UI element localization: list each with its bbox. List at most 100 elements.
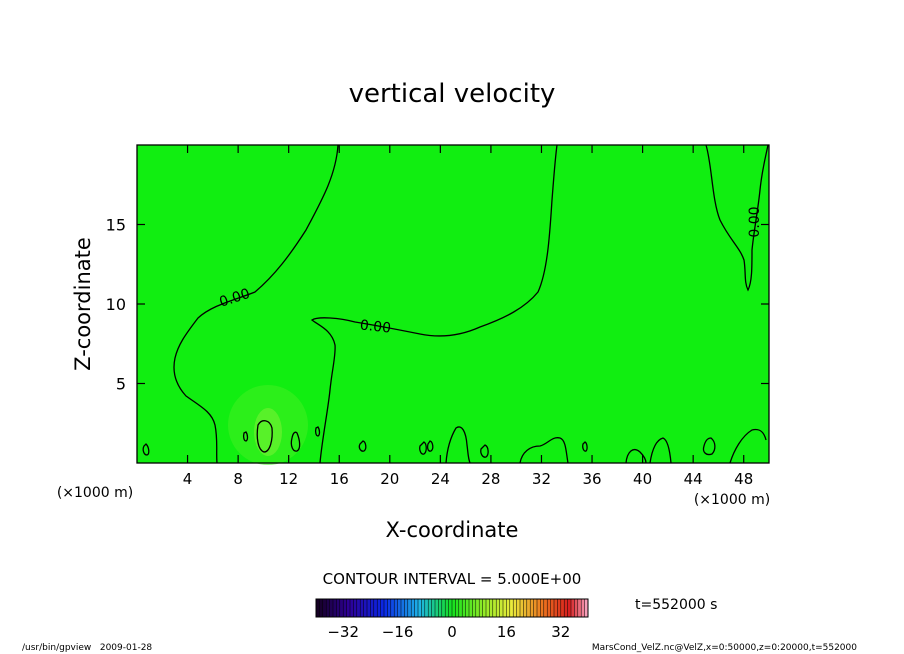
colorbar-cell xyxy=(554,599,558,617)
contour-line xyxy=(173,144,339,464)
contour-line xyxy=(426,440,434,452)
colorbar-cell xyxy=(516,599,521,617)
contour-line xyxy=(480,444,489,458)
colorbar-cell xyxy=(581,599,585,617)
colorbar-cell xyxy=(404,599,409,617)
colorbar-cell xyxy=(523,599,528,617)
y-tick-label: 10 xyxy=(106,295,126,314)
x-tick-label: 24 xyxy=(431,470,450,488)
colorbar-cell xyxy=(411,599,415,617)
colorbar-cell xyxy=(390,599,395,617)
x-tick-label: 48 xyxy=(734,470,753,488)
contour-line xyxy=(314,426,321,437)
colorbar-cell xyxy=(574,599,579,617)
colorbar-cell xyxy=(322,599,327,617)
contour-line xyxy=(256,420,273,453)
colorbar-cell xyxy=(438,599,443,617)
colorbar-cell xyxy=(571,599,575,617)
colorbar-cell xyxy=(387,599,392,617)
colorbar-tick-label: 32 xyxy=(551,623,570,641)
colorbar-cell xyxy=(472,599,477,617)
contour-line xyxy=(419,441,427,455)
contour-line xyxy=(649,437,672,464)
colorbar-cell xyxy=(394,599,398,617)
contour-line xyxy=(705,144,769,292)
colorbar-cell xyxy=(435,599,439,617)
colorbar-cell xyxy=(316,599,320,617)
colorbar-cell xyxy=(557,599,562,617)
colorbar-cell xyxy=(414,599,419,617)
colorbar-cell xyxy=(401,599,405,617)
colorbar-cell xyxy=(356,599,361,617)
colorbar-cell xyxy=(479,599,483,617)
x-unit-left: (×1000 m) xyxy=(57,485,133,501)
colorbar-cell xyxy=(540,599,545,617)
colorbar-tick-label: 16 xyxy=(497,623,516,641)
colorbar-cell xyxy=(360,599,364,617)
colorbar-cell xyxy=(550,599,555,617)
colorbar-cell xyxy=(353,599,358,617)
colorbar-cell xyxy=(346,599,351,617)
colorbar-cell xyxy=(458,599,463,617)
contour-label: 0.00 xyxy=(359,317,392,336)
colorbar-cell xyxy=(455,599,460,617)
colorbar-tick-label: −16 xyxy=(382,623,414,641)
colorbar-cell xyxy=(465,599,470,617)
contour-line xyxy=(242,431,249,442)
contour-line xyxy=(582,441,588,452)
colorbar-cell xyxy=(499,599,504,617)
colorbar-cell xyxy=(482,599,487,617)
colorbar-cell xyxy=(350,599,354,617)
colorbar-cell xyxy=(530,599,534,617)
colorbar-cell xyxy=(421,599,426,617)
colorbar-cell xyxy=(343,599,347,617)
colorbar-cell xyxy=(503,599,507,617)
colorbar-cell xyxy=(520,599,524,617)
colorbar-cell xyxy=(560,599,565,617)
colorbar-cell xyxy=(489,599,494,617)
colorbar-cell xyxy=(452,599,456,617)
colorbar-cell xyxy=(329,599,334,617)
colorbar-frame xyxy=(315,598,589,618)
colorbar-cell xyxy=(537,599,541,617)
contour-line xyxy=(702,437,716,456)
colorbar-cell xyxy=(363,599,368,617)
footer-left: /usr/bin/gpview 2009-01-28 xyxy=(22,643,152,653)
contour-line xyxy=(445,426,471,464)
colorbar-tick-label: 0 xyxy=(447,623,457,641)
colorbar-cell xyxy=(506,599,511,617)
colorbar-cell xyxy=(319,599,324,617)
contour-line xyxy=(142,443,150,456)
colorbar-cell xyxy=(526,599,531,617)
colorbar-cell xyxy=(448,599,453,617)
colorbar-cell xyxy=(428,599,432,617)
x-tick-label: 8 xyxy=(233,470,243,488)
colorbar-cell xyxy=(564,599,568,617)
colorbar-cell xyxy=(418,599,422,617)
contour-line xyxy=(358,440,367,452)
colorbar-cell xyxy=(336,599,341,617)
footer-right: MarsCond_VelZ.nc@VelZ,x=0:50000,z=0:2000… xyxy=(592,643,857,653)
colorbar-cell xyxy=(424,599,429,617)
x-tick-label: 40 xyxy=(633,470,652,488)
colorbar-cell xyxy=(577,599,582,617)
colorbar-cell xyxy=(513,599,517,617)
x-tick-label: 12 xyxy=(279,470,298,488)
colorbar-cell xyxy=(486,599,490,617)
velocity-field-peak xyxy=(254,408,282,456)
colorbar-cell xyxy=(509,599,514,617)
colorbar-cell xyxy=(496,599,500,617)
y-tick-label: 15 xyxy=(106,216,126,235)
colorbar-cell xyxy=(543,599,548,617)
contour-interval: CONTOUR INTERVAL = 5.000E+00 xyxy=(323,570,582,588)
colorbar xyxy=(315,599,589,617)
x-tick-label: 36 xyxy=(582,470,601,488)
time-label: t=552000 s xyxy=(635,597,717,613)
colorbar-cell xyxy=(339,599,344,617)
x-tick-label: 44 xyxy=(684,470,703,488)
colorbar-cell xyxy=(384,599,388,617)
colorbar-cell xyxy=(367,599,371,617)
colorbar-cell xyxy=(380,599,385,617)
x-unit-right: (×1000 m) xyxy=(694,492,770,508)
x-axis: 4 8 12 16 20 24 28 32 36 40 44 48 xyxy=(183,145,753,488)
